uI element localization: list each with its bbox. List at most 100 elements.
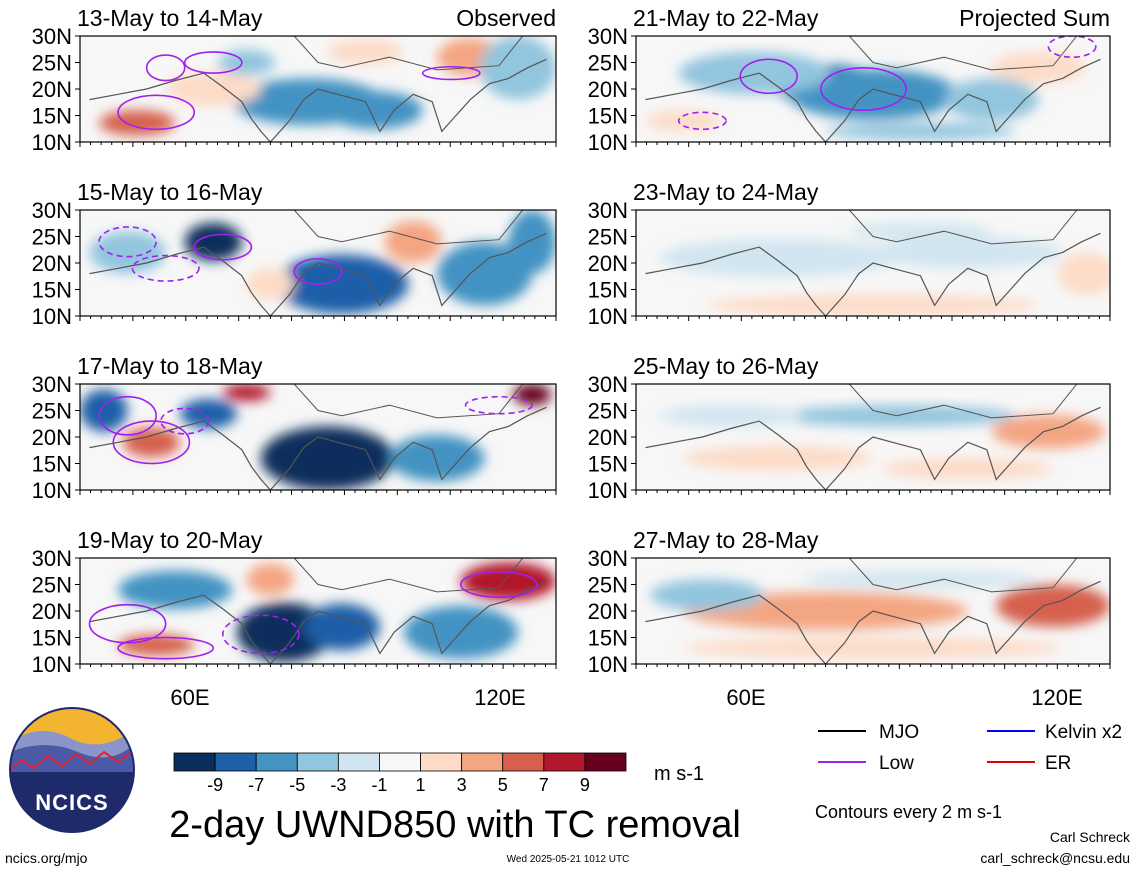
wind-anomaly-region [246,268,295,301]
footer-email: carl_schreck@ncsu.edu [980,850,1130,866]
wind-anomaly-region [327,39,404,65]
colorbar-tick-label: 9 [580,775,590,795]
wind-anomaly-region [825,122,1016,140]
colorbar-tick-label: -1 [371,775,387,795]
low-contour [677,111,727,131]
wind-anomaly-region [303,603,380,651]
colorbar-bin [584,752,627,772]
colorbar-tick-label: 1 [416,775,426,795]
colorbar-bin [543,752,586,772]
chart-title: 2-day UWND850 with TC removal [169,804,741,846]
wind-anomaly-region [246,563,295,596]
wind-anomaly-region [222,384,271,401]
lat-tick-label: 25N [588,399,628,424]
legend-label-kelvin: Kelvin x2 [1045,722,1122,743]
wind-anomaly-region [683,445,873,471]
lat-tick-label: 10N [588,478,628,503]
colorbar-bin [337,752,380,772]
low-contour [117,636,215,660]
low-contour [193,233,253,261]
colorbar-bin [502,752,545,772]
lat-tick-label: 20N [32,425,72,450]
lat-tick-label: 30N [32,372,72,397]
wind-anomaly-region [179,398,238,429]
legend: MJO Kelvin x2 Low ER [818,722,1122,774]
low-contour [459,570,538,599]
low-contour [88,603,167,644]
colorbar-unit: m s-1 [654,763,704,785]
coastline [89,406,547,490]
coastline [645,58,1101,142]
wind-anomaly-region [384,220,442,263]
lat-tick-label: 10N [32,652,72,677]
lat-tick-label: 20N [588,251,628,276]
low-contour [160,407,210,435]
lat-tick-label: 25N [588,225,628,250]
country-border [848,558,1078,593]
low-contour [820,67,907,112]
coastline [645,580,1101,664]
wind-anomaly-region [513,384,552,406]
country-border [293,210,524,245]
colorbar-bin [379,752,421,772]
lat-tick-label: 30N [588,24,628,49]
country-border [848,384,1078,419]
country-border [293,558,524,593]
lat-tick-label: 25N [32,573,72,598]
lat-tick-label: 10N [32,130,72,155]
legend-label-low: Low [879,753,914,774]
lat-tick-label: 20N [32,77,72,102]
wind-anomaly-region [327,91,423,130]
wind-anomaly-region [683,637,1063,659]
wind-anomaly-region [99,110,176,136]
colorbar-tick-label: -7 [248,775,264,795]
colorbar-tick-label: 7 [539,775,549,795]
lat-tick-label: 15N [32,452,72,477]
lat-tick-label: 20N [588,425,628,450]
low-contour [145,54,186,82]
wind-anomaly-region [882,458,1054,480]
lat-tick-label: 15N [588,626,628,651]
colorbar-bin [173,752,216,772]
low-contour [98,226,157,258]
colorbar-tick-label: 5 [498,775,508,795]
low-contour [98,395,157,436]
coastline [89,232,547,316]
lon-tick-60e-left: 60E [170,685,209,710]
lat-tick-label: 10N [588,304,628,329]
panel-date: 13-May to 14-May [77,5,263,31]
colorbar-tick-label: 3 [457,775,467,795]
coastline [645,406,1101,490]
country-border [848,210,1078,245]
lat-tick-label: 15N [32,626,72,651]
wind-anomaly-region [996,584,1110,627]
wind-anomaly-region [707,294,1039,316]
lat-tick-label: 30N [32,24,72,49]
lat-tick-label: 20N [32,251,72,276]
country-border [848,36,1078,71]
wind-anomaly-region [122,427,180,458]
low-contour [131,254,200,282]
lon-tick-60e-right: 60E [726,685,765,710]
wind-anomaly-region [645,110,722,132]
wind-anomaly-region [479,36,556,100]
panel-date: 17-May to 18-May [77,353,263,379]
lat-tick-label: 20N [588,77,628,102]
lat-tick-label: 25N [32,51,72,76]
lat-tick-label: 15N [588,104,628,129]
wind-anomaly-region [849,222,992,240]
low-contour [739,58,798,95]
lat-tick-label: 10N [32,304,72,329]
wind-anomaly-region [787,68,959,120]
wind-anomaly-region [659,405,802,427]
wind-anomaly-region [991,51,1087,84]
lat-tick-label: 30N [32,546,72,571]
panel-tag: Projected Sum [959,5,1110,31]
lon-tick-120e-right: 120E [1031,685,1082,710]
